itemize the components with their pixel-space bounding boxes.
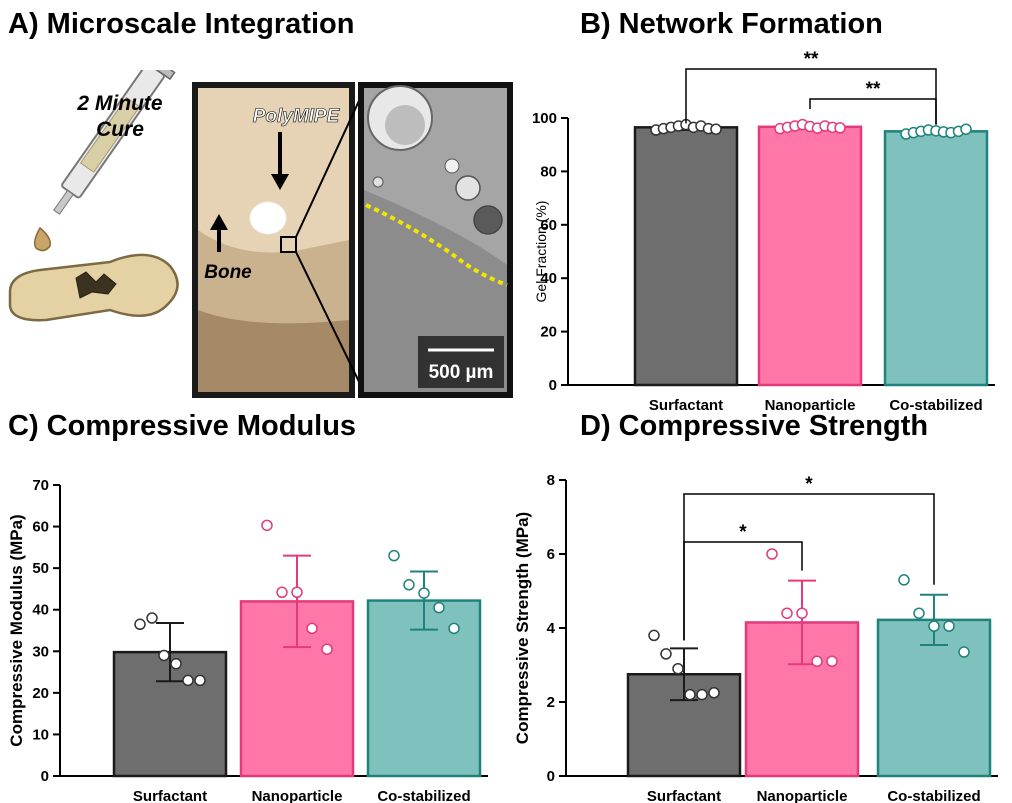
chart-compressive-strength: 0 2 4 6 8 Compressive Strength (MPa) Surfactan… xyxy=(513,472,998,803)
cure-label-line2: Cure xyxy=(96,118,144,141)
bar-surfactant xyxy=(633,126,739,387)
y-tick-label: 20 xyxy=(32,685,49,702)
panel-d-title: D) Compressive Strength xyxy=(580,410,929,442)
zoom-box xyxy=(280,236,297,253)
y-tick-label: 100 xyxy=(532,110,557,127)
data-point-nanoparticle xyxy=(291,586,303,599)
data-point-co-stabilized xyxy=(960,123,972,135)
data-point-surfactant xyxy=(182,674,194,687)
data-point-nanoparticle xyxy=(306,622,318,635)
polymipe-label: PolyMIPE xyxy=(253,106,341,127)
panel-b-title: B) Network Formation xyxy=(580,8,883,40)
cure-label-line1: 2 Minute xyxy=(76,92,162,115)
data-point-surfactant xyxy=(170,658,182,670)
significance-label: * xyxy=(805,474,813,495)
y-axis-label: Compressive Modulus (MPa) xyxy=(7,514,26,746)
panel-c-title: C) Compressive Modulus xyxy=(8,410,357,442)
y-tick-label: 8 xyxy=(547,472,555,489)
data-point-nanoparticle xyxy=(826,655,838,668)
significance-label: ** xyxy=(804,50,819,70)
significance-bracket xyxy=(683,493,935,641)
data-point-nanoparticle xyxy=(796,607,808,619)
y-tick-label: 40 xyxy=(540,270,557,287)
significance-label: ** xyxy=(866,79,881,100)
data-point-surfactant xyxy=(648,629,660,642)
bone-label: Bone xyxy=(204,262,252,283)
panel-a-illustration: 2 Minute Cure PolyMIPE Bone 500 µm xyxy=(8,70,513,398)
data-point-surfactant xyxy=(158,649,170,662)
category-label-nanoparticle: Nanoparticle xyxy=(765,397,856,412)
category-label-co-stabilized: Co-stabilized xyxy=(889,397,982,412)
y-axis-label: Compressive Strength (MPa) xyxy=(513,512,532,744)
y-tick-label: 50 xyxy=(32,560,49,577)
polymipe-spot xyxy=(249,201,287,235)
data-point-surfactant xyxy=(672,662,684,675)
data-point-co-stabilized xyxy=(928,620,940,632)
syringe-icon xyxy=(33,70,176,252)
chart-gel-fraction: 0 20 40 60 80 100 Gel Fraction (%) Surfactant Na… xyxy=(532,50,995,412)
chart-compressive-modulus: 0 10 20 30 40 50 60 70 Compressive Modulus (MPa)… xyxy=(7,477,488,803)
data-point-co-stabilized xyxy=(448,622,460,635)
significance-label: * xyxy=(739,522,747,543)
category-label-co-stabilized: Co-stabilized xyxy=(887,788,980,803)
category-label-co-stabilized: Co-stabilized xyxy=(377,788,470,803)
y-tick-label: 20 xyxy=(540,324,557,341)
y-tick-label: 4 xyxy=(547,620,556,637)
data-point-nanoparticle xyxy=(276,586,288,599)
data-point-co-stabilized xyxy=(403,579,415,591)
scale-bar-label: 500 µm xyxy=(429,362,494,383)
data-point-co-stabilized xyxy=(388,549,400,562)
data-point-surfactant xyxy=(708,687,720,699)
drop-icon xyxy=(33,226,52,252)
data-point-nanoparticle xyxy=(781,607,793,619)
category-label-nanoparticle: Nanoparticle xyxy=(252,788,343,803)
y-tick-label: 60 xyxy=(540,217,557,234)
y-tick-label: 2 xyxy=(547,694,555,711)
data-point-co-stabilized xyxy=(418,587,430,599)
y-tick-label: 0 xyxy=(547,768,555,785)
y-tick-label: 0 xyxy=(549,377,557,394)
y-tick-label: 30 xyxy=(32,643,49,660)
category-label-surfactant: Surfactant xyxy=(649,397,723,412)
y-tick-label: 80 xyxy=(540,163,557,180)
data-point-co-stabilized xyxy=(913,607,925,619)
data-point-nanoparticle xyxy=(261,519,273,532)
y-tick-label: 70 xyxy=(32,477,49,494)
interface-line xyxy=(365,203,508,287)
data-point-surfactant xyxy=(696,688,708,701)
y-tick-label: 6 xyxy=(547,546,555,563)
data-point-surfactant xyxy=(710,123,722,135)
y-tick-label: 40 xyxy=(32,602,49,619)
bar-co-stabilized xyxy=(883,130,989,387)
bone-icon xyxy=(8,253,179,322)
y-tick-label: 10 xyxy=(32,726,49,743)
data-point-surfactant xyxy=(134,618,146,631)
data-point-co-stabilized xyxy=(958,646,970,658)
data-point-nanoparticle xyxy=(766,548,778,560)
data-point-co-stabilized xyxy=(943,620,955,632)
y-tick-label: 0 xyxy=(41,768,49,785)
data-point-surfactant xyxy=(660,648,672,660)
data-point-nanoparticle xyxy=(811,655,823,668)
data-point-nanoparticle xyxy=(321,643,333,655)
data-point-nanoparticle xyxy=(834,122,846,134)
significance-bracket xyxy=(685,68,937,125)
data-point-surfactant xyxy=(194,674,206,687)
significance-bracket xyxy=(809,98,937,125)
y-axis-label: Gel Fraction (%) xyxy=(533,201,549,303)
panel-a-title: A) Microscale Integration xyxy=(8,8,355,40)
category-label-surfactant: Surfactant xyxy=(647,788,721,803)
data-point-co-stabilized xyxy=(433,601,445,614)
data-point-surfactant xyxy=(684,688,696,701)
category-label-surfactant: Surfactant xyxy=(133,788,207,803)
bar-nanoparticle xyxy=(757,125,863,387)
data-point-surfactant xyxy=(146,612,158,624)
category-label-nanoparticle: Nanoparticle xyxy=(757,788,848,803)
y-tick-label: 60 xyxy=(32,519,49,536)
data-point-co-stabilized xyxy=(898,574,910,586)
